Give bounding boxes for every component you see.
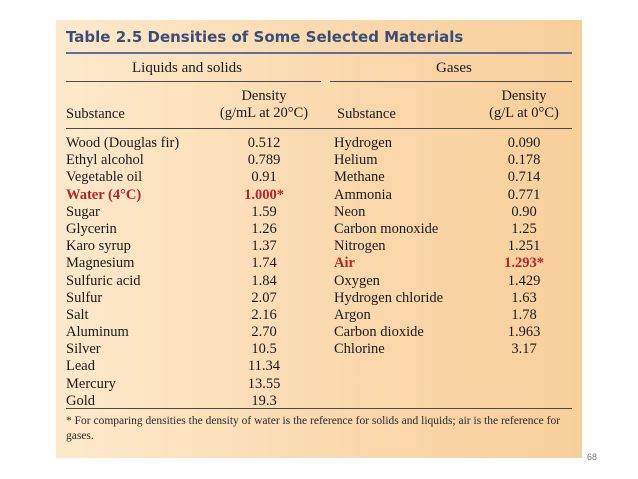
column-header-density-unit: (g/L at 0°C) (489, 105, 559, 121)
gas-density-cell: 1.963 (507, 324, 541, 341)
gas-substance-cell: Nitrogen (334, 238, 386, 255)
liquids-density-column: 0.512 0.789 0.91 1.000* 1.59 1.26 1.37 1.74 1.84… (212, 135, 316, 410)
liquids-substance-column: Wood (Douglas fir) Ethyl alcohol Vegetable… (66, 135, 179, 410)
gas-substance-cell: Neon (334, 203, 366, 220)
liquid-substance-cell: Water (4°C) (66, 186, 142, 203)
column-header-density-gases: Density (g/L at 0°C) (476, 88, 572, 122)
gas-substance-cell: Helium (334, 152, 378, 169)
title-rule (66, 52, 572, 54)
gas-density-cell: 0.771 (507, 186, 541, 203)
liquid-substance-cell: Sulfur (66, 289, 103, 306)
liquid-substance-cell: Wood (Douglas fir) (66, 135, 180, 151)
liquid-substance-cell: Mercury (66, 375, 116, 392)
liquid-density-cell: 1.84 (251, 272, 277, 289)
liquid-density-cell: 19.3 (251, 392, 277, 409)
footnote-rule (66, 408, 572, 409)
liquid-substance-cell: Vegetable oil (66, 169, 143, 186)
liquid-substance-cell: Glycerin (66, 220, 117, 237)
column-header-density-unit: (g/mL at 20°C) (219, 105, 309, 121)
liquid-density-cell: 2.70 (251, 324, 277, 341)
liquid-density-cell: 2.07 (251, 289, 277, 306)
liquid-density-cell: 2.16 (251, 306, 277, 323)
gas-density-cell: 1.25 (511, 220, 537, 237)
liquid-substance-cell: Gold (66, 392, 95, 409)
column-header-substance: Substance (337, 106, 396, 122)
gas-substance-cell: Carbon monoxide (334, 220, 439, 237)
column-header-density-liquids: Density (g/mL at 20°C) (212, 88, 316, 122)
gas-substance-cell: Hydrogen (334, 135, 392, 151)
gases-group-rule (330, 81, 572, 82)
group-header-gases: Gases (436, 60, 472, 76)
liquid-density-cell: 0.789 (247, 152, 281, 169)
liquid-density-cell: 0.512 (247, 135, 281, 151)
table-title: Table 2.5 Densities of Some Selected Mat… (66, 28, 464, 46)
gas-density-cell: 1.251 (507, 238, 541, 255)
liquid-density-cell: 10.5 (251, 341, 277, 358)
liquid-substance-cell: Karo syrup (66, 238, 131, 255)
liquid-density-cell: 1.59 (251, 203, 277, 220)
gas-density-cell: 0.90 (511, 203, 537, 220)
liquid-density-cell: 11.34 (247, 358, 281, 375)
gas-density-cell: 0.090 (507, 135, 541, 151)
liquids-group-rule (66, 81, 321, 82)
liquid-density-cell: 1.000* (244, 186, 284, 203)
gas-substance-cell: Methane (334, 169, 385, 186)
column-header-density-label: Density (501, 88, 547, 104)
gas-density-cell: 1.78 (511, 306, 537, 323)
gas-substance-cell: Argon (334, 306, 371, 323)
gases-substance-column: Hydrogen Helium Methane Ammonia Neon Carbon m… (334, 135, 443, 358)
liquid-substance-cell: Sulfuric acid (66, 272, 141, 289)
table-footnote: * For comparing densities the density of… (66, 415, 561, 442)
liquid-substance-cell: Magnesium (66, 255, 135, 272)
gas-substance-cell: Oxygen (334, 272, 380, 289)
gas-substance-cell: Air (334, 255, 355, 272)
table-panel (56, 20, 582, 458)
gas-density-cell: 1.293* (504, 255, 544, 272)
column-header-density-label: Density (241, 88, 287, 104)
header-rule (66, 128, 572, 129)
gas-substance-cell: Hydrogen chloride (334, 289, 444, 306)
liquid-density-cell: 1.74 (251, 255, 277, 272)
liquid-density-cell: 13.55 (247, 375, 281, 392)
gas-substance-cell: Carbon dioxide (334, 324, 424, 341)
gas-density-cell: 0.178 (507, 152, 541, 169)
liquid-density-cell: 0.91 (251, 169, 277, 186)
gas-density-cell: 0.714 (507, 169, 541, 186)
liquid-substance-cell: Lead (66, 358, 95, 375)
gas-density-cell: 1.63 (511, 289, 537, 306)
liquid-substance-cell: Ethyl alcohol (66, 152, 144, 169)
liquid-substance-cell: Sugar (66, 203, 100, 220)
column-header-substance: Substance (66, 106, 125, 122)
liquid-density-cell: 1.26 (251, 220, 277, 237)
page-number: 68 (587, 452, 598, 462)
liquid-substance-cell: Aluminum (66, 324, 129, 341)
liquid-density-cell: 1.37 (251, 238, 277, 255)
group-header-liquids: Liquids and solids (132, 60, 243, 76)
gas-substance-cell: Chlorine (334, 341, 385, 358)
liquid-substance-cell: Silver (66, 341, 101, 358)
gas-substance-cell: Ammonia (334, 186, 392, 203)
gas-density-cell: 3.17 (511, 341, 537, 358)
gas-density-cell: 1.429 (507, 272, 541, 289)
gases-density-column: 0.090 0.178 0.714 0.771 0.90 1.25 1.251 1.293* 1… (476, 135, 572, 358)
liquid-substance-cell: Salt (66, 306, 89, 323)
